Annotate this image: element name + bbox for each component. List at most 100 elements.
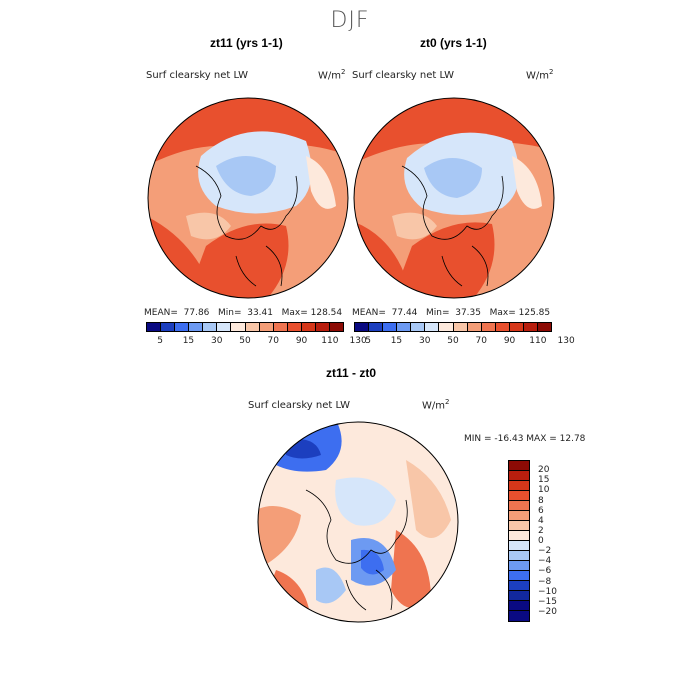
diff-colorbar-swatch: [509, 561, 529, 571]
panel-1-siberia-mild: [306, 156, 336, 209]
panel-1-colorbar-swatch: [301, 323, 316, 331]
panel-2-colorbar-swatch: [495, 323, 510, 331]
panel-2-colorbar-tick-label: 130: [557, 336, 575, 346]
diff-colorbar-swatch: [509, 551, 529, 561]
panel-2-colorbar-tick-label: 70: [475, 336, 488, 346]
diff-colorbar-swatch: [509, 611, 529, 621]
panel-1-colorbar-tick-label: 15: [182, 336, 195, 346]
panel-1-colorbar-tick-label: 110: [321, 336, 339, 346]
panel-2-variable: Surf clearsky net LW: [352, 70, 455, 81]
panel-2-map-boundary: [353, 97, 555, 299]
panel-1-map: [147, 97, 349, 299]
panel-1-colorbar-tick-label: 70: [267, 336, 280, 346]
panel-2-colorbar-swatch: [523, 323, 539, 331]
panel-2-colorbar-swatch: [383, 323, 398, 331]
diff-europe-positive: [391, 530, 431, 608]
panel-1-colorbar-swatch: [315, 323, 331, 331]
panel-1-colorbar-tick-label: 90: [295, 336, 308, 346]
panel-1-title: zt11 (yrs 1-1): [210, 36, 283, 50]
panel-1-colorbar-swatch: [245, 323, 260, 331]
diff-colorbar-swatch: [509, 601, 529, 611]
panel-2-arctic-core: [424, 158, 482, 198]
diff-colorbar-swatch: [509, 471, 529, 481]
diff-colorbar-swatch: [509, 541, 529, 551]
panel-2-colorbar-swatch: [411, 323, 426, 331]
panel-1-colorbar-swatch: [231, 323, 246, 331]
panel-1-variable: Surf clearsky net LW: [146, 70, 249, 81]
panel-1-greenland-mild: [186, 212, 231, 240]
panel-2-colorbar-swatch: [509, 323, 524, 331]
panel-1-colorbar-swatch: [175, 323, 190, 331]
diff-panel-minmax: MIN = -16.43 MAX = 12.78: [464, 434, 586, 444]
diff-arctic-mixed: [335, 477, 396, 526]
diff-colorbar-tick-label: 8: [538, 495, 544, 506]
panel-2-colorbar-tick-label: 90: [503, 336, 516, 346]
diff-colorbar-tick-label: 15: [538, 475, 550, 486]
diff-colorbar-swatch: [509, 481, 529, 491]
diff-coastline-europe: [345, 569, 393, 611]
panel-2-pacific-warm: [354, 98, 554, 164]
diff-colorbar-tick-label: 2: [538, 525, 544, 536]
panel-1-colorbar-ticks: 5 15 30 50 70 90 110 130: [146, 336, 366, 348]
diff-colorbar-tick-label: 20: [538, 465, 550, 476]
diff-greenland-negative: [316, 567, 346, 604]
panel-1-pacific-warm: [148, 98, 348, 166]
figure-title: DJF: [330, 8, 370, 33]
diff-scandinavia-strong-negative: [361, 549, 384, 575]
panel-1-colorbar-tick-label: 50: [239, 336, 251, 346]
diff-colorbar-tick-label: −8: [538, 576, 552, 587]
panel-2-coastline-europe: [441, 245, 489, 287]
panel-2-colorbar-tick-label: 50: [447, 336, 459, 346]
panel-2-colorbar-tick-label: 5: [365, 336, 372, 346]
diff-colorbar-swatch: [509, 501, 529, 511]
diff-colorbar-tick-label: −20: [538, 606, 557, 617]
diff-panel-units: W/m2: [422, 398, 450, 412]
panel-2-colorbar-tick-label: 110: [529, 336, 547, 346]
diff-colorbar-swatch: [509, 491, 529, 501]
panel-1-colorbar-swatch: [273, 323, 288, 331]
panel-2-colorbar-swatch: [369, 323, 384, 331]
panel-1-arctic-core: [216, 156, 276, 196]
diff-colorbar-swatch: [509, 571, 529, 581]
diff-colorbar-tick-label: −6: [538, 566, 552, 577]
panel-1-colorbar-swatch: [203, 323, 218, 331]
panel-1-stats: MEAN= 77.86 Min= 33.41 Max= 128.54: [144, 308, 343, 318]
panel-2-greenland-mild: [392, 212, 437, 240]
diff-atlantic-positive: [258, 506, 301, 570]
panel-1-colorbar-swatch: [287, 323, 302, 331]
panel-1-colorbar-swatch: [189, 323, 204, 331]
panel-1-colorbar-swatch: [217, 323, 232, 331]
diff-colorbar-swatch: [509, 531, 529, 541]
diff-colorbar-tick-label: −10: [538, 586, 557, 597]
panel-2-siberia-mild: [512, 156, 542, 209]
panel-2-colorbar-swatch: [439, 323, 454, 331]
panel-1-colorbar-tick-label: 30: [210, 336, 223, 346]
diff-panel-map: [257, 421, 459, 623]
diff-colorbar-swatch: [509, 461, 529, 471]
diff-map-boundary: [257, 421, 459, 623]
diff-colorbar-tick-label: −15: [538, 596, 557, 607]
panel-2-units: W/m2: [526, 68, 554, 82]
panel-2-colorbar-swatch: [425, 323, 440, 331]
diff-colorbar-swatch: [509, 511, 529, 521]
panel-2-colorbar-tick-label: 15: [390, 336, 403, 346]
panel-2-title: zt0 (yrs 1-1): [420, 36, 487, 50]
panel-2-map: [353, 97, 555, 299]
diff-colorbar-swatch: [509, 591, 529, 601]
diff-colorbar-tick-label: 6: [538, 505, 544, 516]
panel-1-map-boundary: [147, 97, 349, 299]
panel-1-colorbar-swatch: [330, 323, 344, 331]
diff-coastline: [305, 489, 408, 564]
panel-1-units: W/m2: [318, 68, 346, 82]
panel-1-colorbar-swatch: [147, 323, 162, 331]
panel-1-colorbar-tick-label: 5: [157, 336, 164, 346]
diff-colorbar-tick-label: 4: [538, 515, 544, 526]
panel-2-colorbar: [354, 322, 552, 332]
panel-1-colorbar-tick-label: 130: [349, 336, 367, 346]
panel-1-colorbar: [146, 322, 344, 332]
panel-2-coastline: [401, 165, 504, 240]
diff-colorbar-tick-label: −2: [538, 546, 552, 557]
panel-2-colorbar-tick-label: 30: [418, 336, 431, 346]
diff-colorbar-ticks: 20 15 10 8 6 4 2 0 −2 −4 −6 −8 −10 −15 −20: [538, 460, 578, 622]
